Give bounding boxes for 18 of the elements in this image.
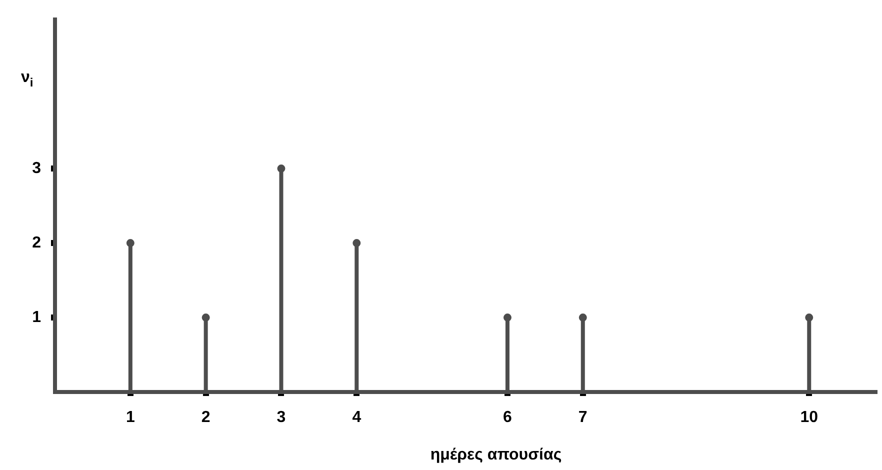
y-tick-label: 2: [32, 234, 42, 252]
point: [503, 314, 512, 322]
point: [578, 314, 587, 322]
x-tick-label: 7: [578, 409, 588, 426]
x-axis-title: ημέρες απουσίας: [430, 446, 562, 464]
y-tick-label: 1: [32, 308, 42, 326]
point: [202, 314, 210, 322]
point: [805, 314, 814, 322]
x-tick-label: 3: [276, 409, 286, 426]
y-tick-label: 3: [32, 160, 42, 177]
x-tick-label: 6: [503, 409, 512, 426]
x-tick-label: 1: [126, 409, 135, 426]
x-tick-label: 4: [352, 409, 362, 426]
point: [352, 239, 361, 248]
point: [277, 164, 286, 173]
point: [126, 239, 134, 248]
x-tick-label: 10: [800, 409, 818, 426]
x-tick-label: 2: [201, 409, 210, 426]
